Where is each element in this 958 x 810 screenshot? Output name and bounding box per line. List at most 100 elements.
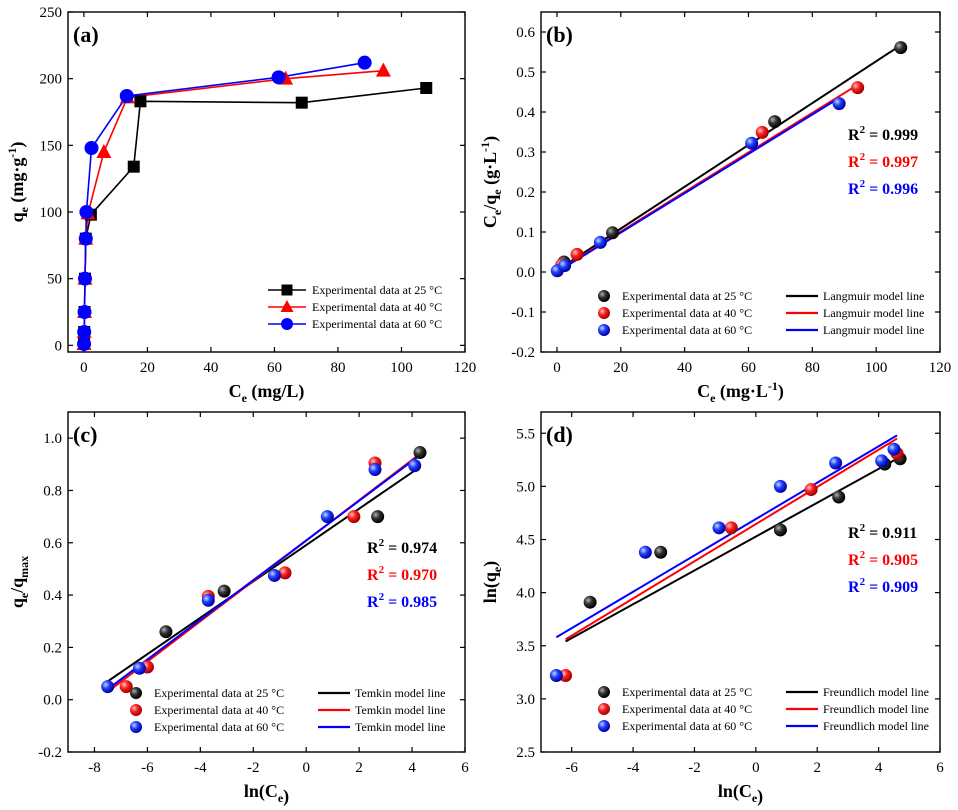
x-tick-label: 20 xyxy=(140,360,155,376)
x-tick-label: 0 xyxy=(302,760,310,776)
legend-line-entry: Langmuir model line xyxy=(823,289,924,303)
legend-marker xyxy=(281,284,293,296)
legend: Experimental data at 25 °C Experimental d… xyxy=(268,283,442,331)
x-tick-label: 120 xyxy=(929,360,952,376)
legend-marker xyxy=(130,721,142,733)
data-point-s3-4 xyxy=(77,271,92,286)
data-point-s2-4 xyxy=(278,566,292,580)
legend-line-entry: Freundlich model line xyxy=(823,685,929,699)
panel-a: 0 20 40 60 80 100 120 0 50 100 150 200 250 Ce (mg/L) q… xyxy=(5,5,476,405)
y-axis-label: ln(qe) xyxy=(480,561,504,603)
x-tick-label: 60 xyxy=(267,360,282,376)
x-tick-label: 6 xyxy=(461,760,469,776)
data-point-s2-7 xyxy=(96,144,112,158)
y-tick-label: 0.0 xyxy=(43,693,62,709)
y-tick-label: 0.1 xyxy=(516,225,535,241)
data-point-s2-1 xyxy=(119,680,133,694)
data-point-s1-2 xyxy=(654,545,668,559)
r-squared-2: R2 = 0.905 xyxy=(848,549,918,569)
data-point-s3-4 xyxy=(267,568,281,582)
r-squared-2: R2 = 0.997 xyxy=(848,151,918,171)
data-point-s2-3 xyxy=(804,483,818,497)
y-tick-label: 250 xyxy=(40,5,63,21)
data-point-s1-3 xyxy=(371,510,385,524)
data-point-s1-4 xyxy=(832,490,846,504)
data-point-s3-5 xyxy=(832,97,846,111)
x-tick-label: 60 xyxy=(741,360,756,376)
y-tick-label: 50 xyxy=(47,272,62,288)
data-point-s3-10 xyxy=(357,55,372,70)
data-point-s2-2 xyxy=(724,521,738,535)
legend-entry: Experimental data at 25 °C xyxy=(154,686,284,700)
legend-marker xyxy=(598,307,610,319)
data-point-s3-1 xyxy=(101,680,115,694)
y-tick-label: 0.0 xyxy=(516,265,535,281)
x-tick-label: 20 xyxy=(613,360,628,376)
data-point-s3-7 xyxy=(408,459,422,473)
x-tick-label: -4 xyxy=(194,760,207,776)
x-tick-label: 0 xyxy=(752,760,760,776)
x-tick-label: 4 xyxy=(408,760,416,776)
legend-marker xyxy=(598,686,610,698)
plot-frame xyxy=(540,11,941,353)
model-line-2 xyxy=(565,437,898,641)
panel-label: (c) xyxy=(73,422,97,447)
data-point-s2-5 xyxy=(347,510,361,524)
legend: Experimental data at 25 °C Freundlich mod… xyxy=(598,685,929,733)
r-squared-3: R2 = 0.909 xyxy=(848,576,918,596)
y-tick-label: 3.5 xyxy=(516,639,535,655)
plot-frame xyxy=(67,411,466,753)
x-tick-label: 6 xyxy=(936,760,944,776)
data-point-s1-1 xyxy=(583,595,597,609)
legend-line-entry: Langmuir model line xyxy=(823,323,924,337)
data-point-s3-2 xyxy=(132,661,146,675)
y-tick-label: 0.6 xyxy=(43,536,62,552)
data-point-s3-1 xyxy=(77,337,92,351)
data-point-s3-5 xyxy=(320,510,334,524)
data-point-s1-10 xyxy=(420,82,433,94)
r-squared-1: R2 = 0.999 xyxy=(848,124,918,144)
series-line-3 xyxy=(83,61,365,345)
y-axis-label: Ce/qe (g·L-1) xyxy=(478,136,504,228)
data-point-s2-3 xyxy=(755,125,769,139)
x-tick-label: -2 xyxy=(247,760,260,776)
x-axis-label: Ce (mg·L-1) xyxy=(697,379,784,405)
data-point-s3-3 xyxy=(77,305,92,319)
x-tick-label: -4 xyxy=(627,760,640,776)
y-tick-label: 200 xyxy=(40,72,63,88)
legend-entry: Experimental data at 60 °C xyxy=(622,719,752,733)
data-point-s3-9 xyxy=(271,70,286,85)
data-point-s3-8 xyxy=(119,89,134,103)
data-point-s3-1 xyxy=(549,669,563,682)
y-tick-label: 0.8 xyxy=(43,483,62,499)
data-point-s3-6 xyxy=(79,205,94,219)
r-squared-3: R2 = 0.985 xyxy=(367,591,437,611)
plot-frame xyxy=(67,11,466,353)
panel-b: 0 20 40 60 80 100 120 -0.2 -0.1 0.0 0.1 0.2 0.3 0.4 0.… xyxy=(478,11,952,405)
data-point-s3-7 xyxy=(84,141,99,155)
data-point-s3-5 xyxy=(829,456,843,470)
r-squared-2: R2 = 0.970 xyxy=(367,564,437,584)
legend-entry: Experimental data at 40 °C xyxy=(622,306,752,320)
legend-line-entry: Temkin model line xyxy=(355,686,445,700)
y-tick-label: -0.1 xyxy=(511,305,535,321)
data-point-s3-3 xyxy=(593,235,607,249)
legend-entry: Experimental data at 25 °C xyxy=(622,685,752,699)
data-point-s1-4 xyxy=(413,446,427,460)
y-tick-label: 5.5 xyxy=(516,426,535,442)
data-point-s3-3 xyxy=(712,521,726,535)
plot-area xyxy=(76,55,433,351)
plot-frame xyxy=(540,411,941,753)
data-point-s3-2 xyxy=(77,325,92,339)
legend-line-entry: Langmuir model line xyxy=(823,306,924,320)
data-point-s3-2 xyxy=(638,545,652,559)
y-tick-label: 0.2 xyxy=(43,640,62,656)
data-point-s1-2 xyxy=(217,584,231,598)
legend-line-entry: Freundlich model line xyxy=(823,702,929,716)
data-point-s1-3 xyxy=(773,523,787,537)
x-tick-label: 2 xyxy=(813,760,821,776)
data-point-s3-6 xyxy=(875,454,889,468)
panel-c: -8 -6 -4 -2 0 2 4 6 -0.2 0.0 0.2 0.4 0.6 0.8 1.0 ln(Ce)… xyxy=(7,411,469,807)
x-tick-label: 40 xyxy=(677,360,692,376)
data-point-s2-10 xyxy=(375,62,391,77)
